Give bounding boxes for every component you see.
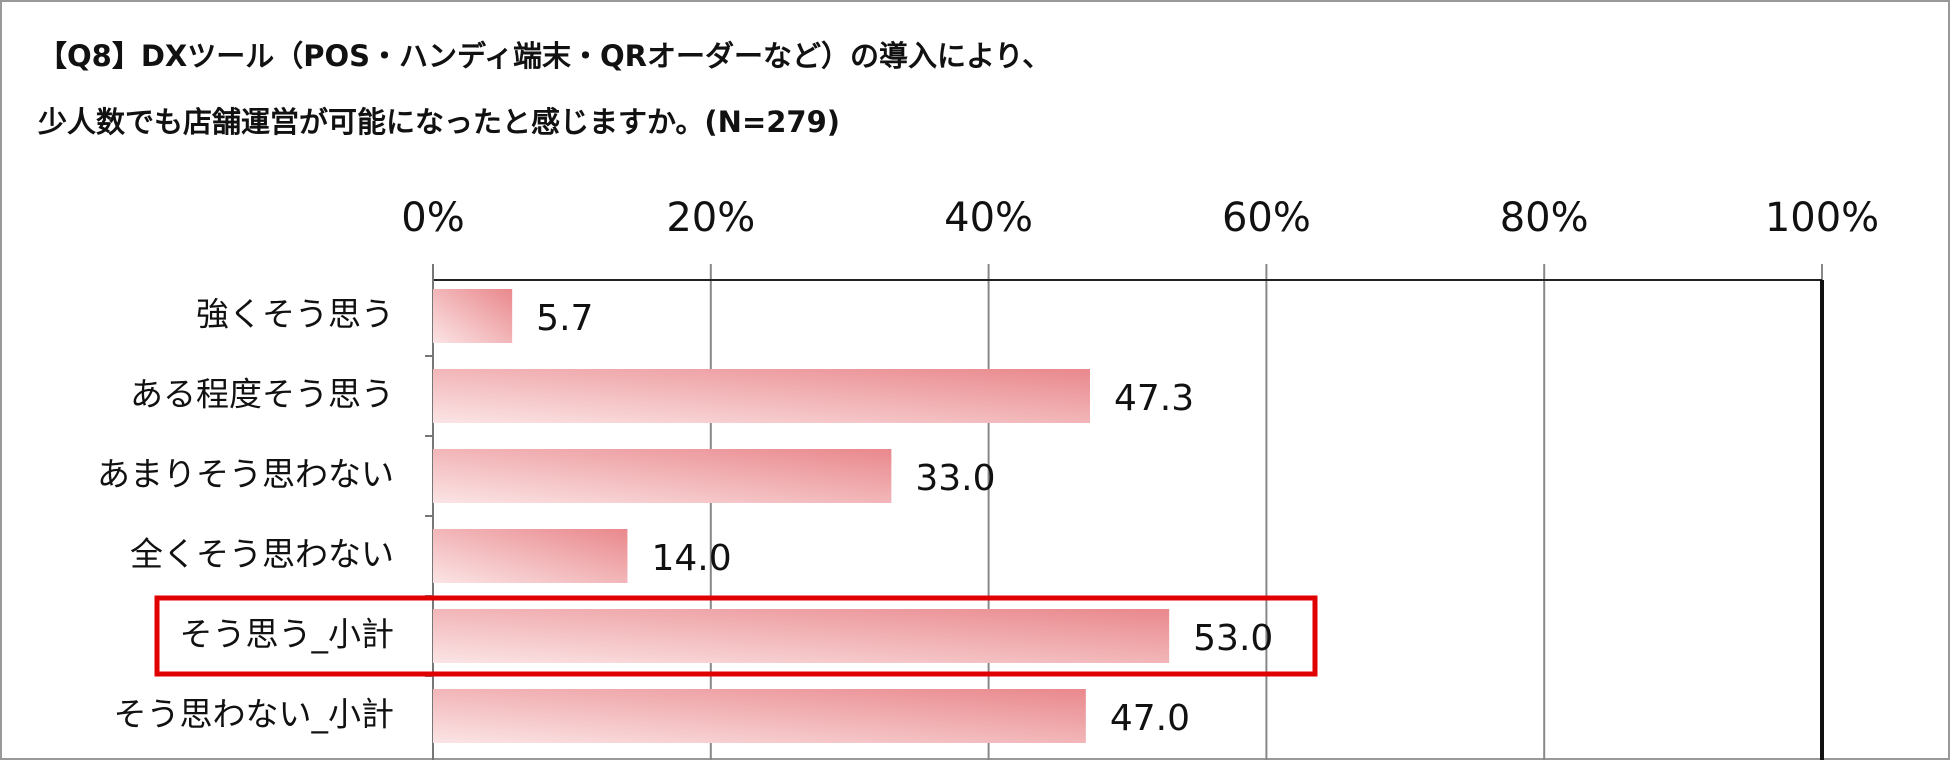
x-tick-label: 40% [944, 195, 1033, 241]
x-tick-label: 80% [1500, 195, 1589, 241]
bar [433, 449, 892, 503]
chart-title: 少人数でも店舗運営が可能になったと感じますか。(N=279) [38, 105, 840, 139]
chart-title: 【Q8】DXツール（POS・ハンディ端末・QRオーダーなど）の導入により、 [38, 39, 1051, 73]
value-label: 47.0 [1110, 698, 1190, 739]
bar [433, 289, 513, 343]
value-label: 33.0 [915, 458, 995, 499]
value-label: 14.0 [651, 538, 731, 579]
value-label: 53.0 [1193, 618, 1273, 659]
y-tick-label: あまりそう思わない [97, 455, 394, 494]
value-label: 47.3 [1114, 378, 1194, 419]
highlight-box [154, 595, 1318, 677]
y-tick-label: 強くそう思う [196, 295, 394, 334]
bar [433, 529, 628, 583]
bar [433, 369, 1090, 423]
y-tick-label: そう思わない_小計 [114, 695, 395, 734]
bar [433, 609, 1170, 663]
bar [433, 689, 1086, 743]
y-tick-label: ある程度そう思う [130, 375, 394, 414]
x-tick-label: 100% [1765, 195, 1879, 241]
x-tick-label: 0% [401, 195, 464, 241]
x-tick-label: 20% [666, 195, 755, 241]
value-label: 5.7 [536, 298, 593, 339]
y-tick-label: 全くそう思わない [130, 535, 394, 574]
x-tick-label: 60% [1222, 195, 1311, 241]
y-tick-label: そう思う_小計 [180, 615, 395, 654]
